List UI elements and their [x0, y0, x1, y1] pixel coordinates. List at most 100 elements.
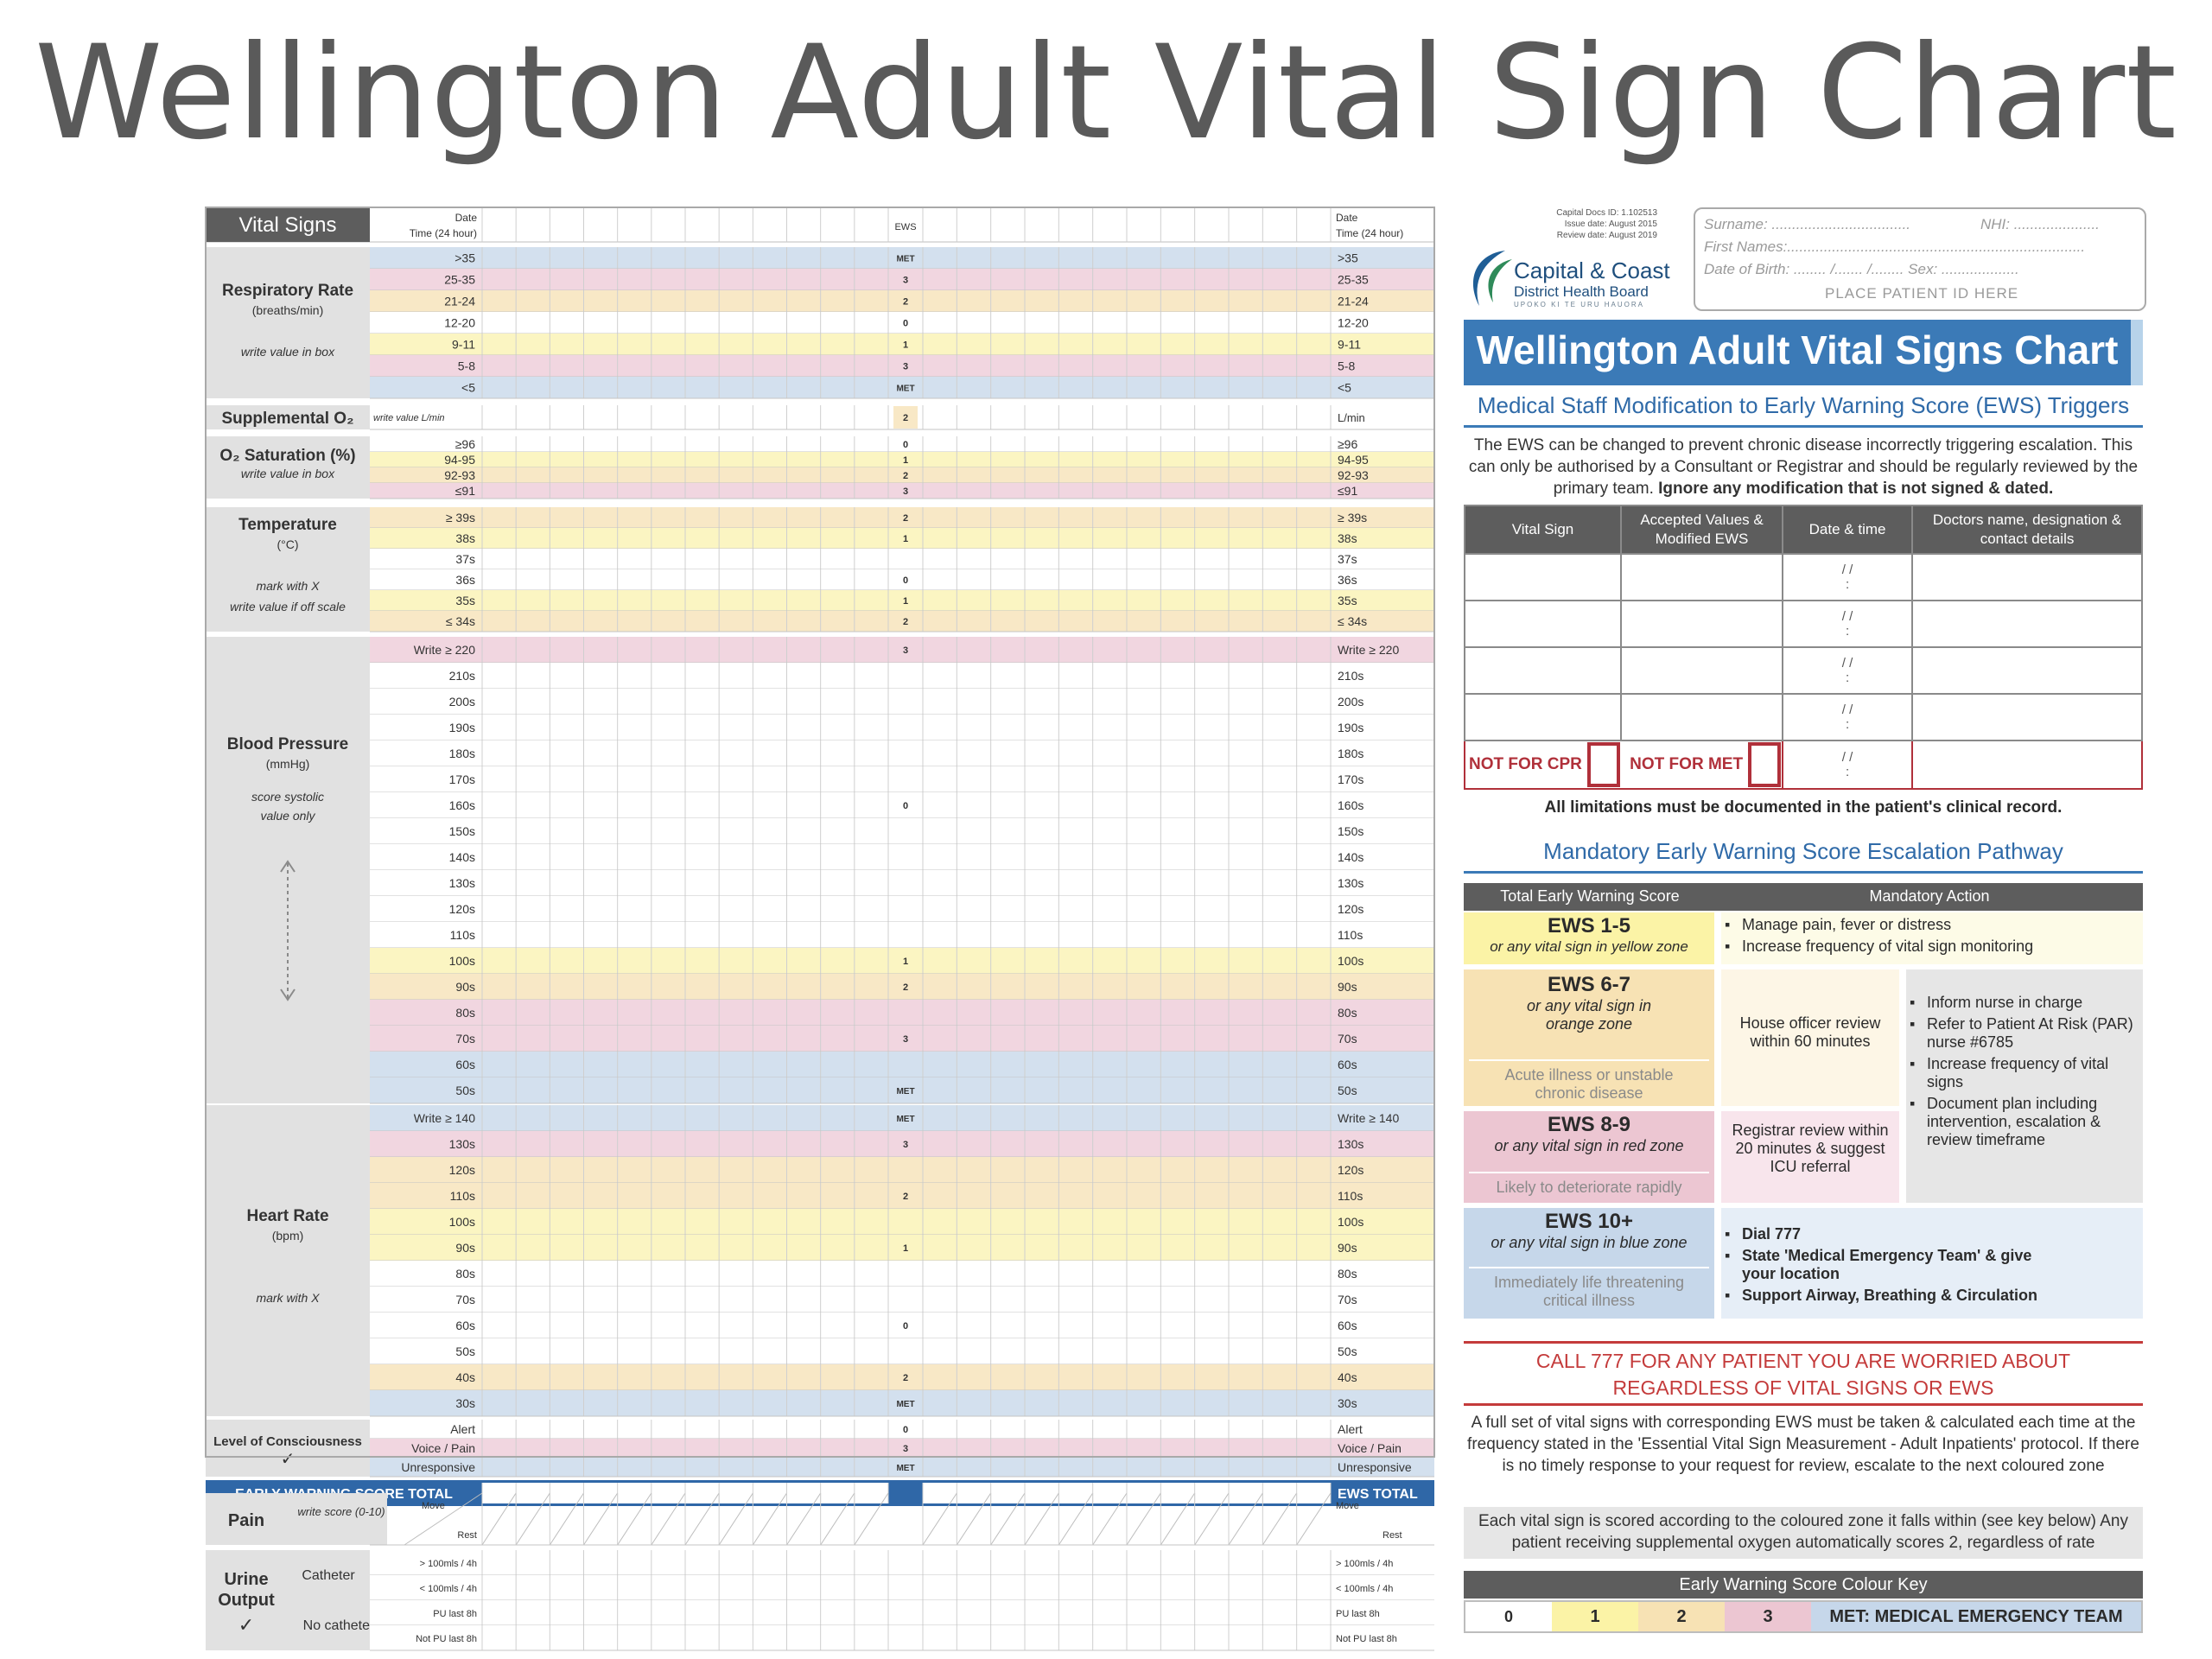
heart-rate-row-label: 80s	[455, 1267, 475, 1281]
mod-cell-doctor[interactable]	[1911, 740, 2143, 790]
urine-row-label: Not PU last 8h	[416, 1634, 477, 1644]
blood-pressure-row-label: 150s	[449, 824, 475, 838]
mod-cell-values[interactable]	[1619, 553, 1784, 601]
ews-value: MET	[896, 255, 914, 264]
ews-cell	[893, 1421, 918, 1438]
heart-rate-row-label-right: 90s	[1338, 1241, 1357, 1255]
o2-sat-hint: write value in box	[241, 467, 335, 480]
mod-cell-doctor[interactable]	[1911, 553, 2143, 601]
patient-id-box[interactable]: Surname: ...............................…	[1694, 207, 2146, 311]
ews-cell	[893, 1339, 918, 1363]
not-for-met-label: NOT FOR MET	[1630, 755, 1744, 774]
heart-rate-row-label: 90s	[455, 1241, 475, 1255]
ews-value: MET	[896, 1087, 914, 1096]
mod-cell-date[interactable]: / /:	[1782, 553, 1914, 601]
mod-cell-date[interactable]: / /:	[1782, 646, 1914, 695]
mod-cell-date[interactable]: / /:	[1782, 693, 1914, 741]
mod-row[interactable]: / /:	[1464, 693, 2143, 741]
heart-rate-row-label-right: 80s	[1338, 1267, 1357, 1281]
blood-pressure-row-label: 70s	[455, 1032, 475, 1046]
surname-field[interactable]: Surname: ...............................…	[1704, 216, 1911, 232]
key-3: 3	[1725, 1602, 1811, 1631]
mod-cell-values[interactable]	[1619, 693, 1784, 741]
mod-cell-values[interactable]	[1619, 646, 1784, 695]
respiratory-row-label-right: 21-24	[1338, 295, 1369, 308]
shared-action: Inform nurse in charge	[1906, 994, 2143, 1012]
ews-value: 3	[903, 362, 908, 372]
mod-row[interactable]: / /:	[1464, 553, 2143, 601]
pain-diagonal	[1228, 1492, 1263, 1546]
consciousness-label-box	[206, 1420, 370, 1477]
ews-value: 1	[903, 455, 908, 466]
temperature-row-label-right: 35s	[1338, 594, 1357, 607]
blood-pressure-row-label: 140s	[449, 850, 475, 864]
ews-value: 2	[903, 297, 908, 308]
mod-row[interactable]: / /:	[1464, 600, 2143, 648]
mod-row[interactable]: / /:	[1464, 646, 2143, 695]
ews-10-actions: Dial 777 State 'Medical Emergency Team' …	[1721, 1208, 2143, 1319]
pain-diagonal	[752, 1492, 787, 1546]
colour-key-title: Early Warning Score Colour Key	[1464, 1571, 2143, 1599]
blood-pressure-row-label-right: 160s	[1338, 798, 1363, 812]
ews-cell	[893, 529, 918, 548]
ews-8-9-review: Registrar review within 20 minutes & sug…	[1721, 1111, 1899, 1203]
mod-cell-vital[interactable]	[1464, 600, 1622, 648]
date-header-right: Date	[1336, 212, 1358, 224]
pain-diagonal	[549, 1492, 584, 1546]
ews-cell	[893, 741, 918, 766]
blood-pressure-row-label: 160s	[449, 798, 475, 812]
mod-cell-vital[interactable]	[1464, 553, 1622, 601]
temperature-row-label: 35s	[455, 594, 475, 607]
temperature-unit: (°C)	[276, 537, 298, 551]
key-met: MET: MEDICAL EMERGENCY TEAM	[1811, 1602, 2141, 1631]
temperature-row-label: ≥ 39s	[446, 511, 475, 524]
blood-pressure-row-label: Write ≥ 220	[414, 643, 475, 657]
mod-cell-doctor[interactable]	[1911, 600, 2143, 648]
ews-value: 3	[903, 1034, 908, 1045]
mod-header-doctor: Doctors name, designation & contact deta…	[1911, 505, 2143, 555]
ews-cell	[893, 767, 918, 791]
pain-label-box	[206, 1493, 387, 1545]
ews-6-7-cell: EWS 6-7 or any vital sign in orange zone…	[1464, 969, 1714, 1106]
mod-cell-doctor[interactable]	[1911, 693, 2143, 741]
ews-cell	[893, 1440, 918, 1457]
pain-move-label-right: Move	[1336, 1501, 1359, 1511]
heart-rate-row-label-right: 30s	[1338, 1396, 1357, 1410]
dob-sex-field[interactable]: Date of Birth: ........ /....... /......…	[1704, 261, 2019, 277]
pain-diagonal	[481, 1492, 517, 1546]
heart-rate-hint: mark with X	[256, 1291, 320, 1305]
temperature-row-label-right: 36s	[1338, 573, 1357, 587]
mod-cell-doctor[interactable]	[1911, 646, 2143, 695]
not-for-cpr-checkbox[interactable]	[1586, 742, 1620, 787]
not-for-met-checkbox[interactable]	[1748, 742, 1782, 787]
mod-cell-values[interactable]	[1619, 600, 1784, 648]
ews-value: 2	[903, 413, 908, 423]
ews-value: 2	[903, 617, 908, 627]
mod-cell-date[interactable]: / /:	[1782, 600, 1914, 648]
respiratory-row-label: >35	[454, 251, 475, 265]
escalation-header: Total Early Warning Score Mandatory Acti…	[1464, 883, 2143, 911]
pain-diagonal	[1194, 1492, 1230, 1546]
mod-cell-vital[interactable]	[1464, 646, 1622, 695]
mod-cell-vital[interactable]	[1464, 693, 1622, 741]
nhi-field[interactable]: NHI: .....................	[1980, 216, 2100, 232]
first-names-field[interactable]: First Names:............................…	[1704, 238, 2086, 255]
blood-pressure-row-label-right: 110s	[1338, 928, 1363, 942]
limits-cell[interactable]: NOT FOR CPR NOT FOR MET	[1463, 740, 1784, 790]
blood-pressure-row-label-right: Write ≥ 220	[1338, 643, 1399, 657]
pain-diagonal	[515, 1492, 550, 1546]
mod-cell-date[interactable]: / /:	[1782, 740, 1914, 790]
blood-pressure-row-label: 210s	[449, 669, 475, 683]
ews-value: MET	[896, 1464, 914, 1473]
doc-id: Capital Docs ID: 1.102513	[1556, 208, 1657, 218]
supplemental-o2-hint: write value L/min	[373, 413, 445, 423]
consciousness-row-label: Voice / Pain	[411, 1441, 475, 1455]
respiratory-row-label-right: 25-35	[1338, 273, 1369, 287]
ews-value: MET	[896, 385, 914, 394]
urine-name-line1: Urine	[224, 1570, 268, 1589]
row-band	[370, 1575, 1434, 1600]
blood-pressure-row-label: 120s	[449, 902, 475, 916]
ews-cell	[893, 1078, 918, 1103]
mod-row-limits[interactable]: NOT FOR CPR NOT FOR MET / /:	[1463, 740, 2143, 790]
respiratory-row-label-right: >35	[1338, 251, 1358, 265]
